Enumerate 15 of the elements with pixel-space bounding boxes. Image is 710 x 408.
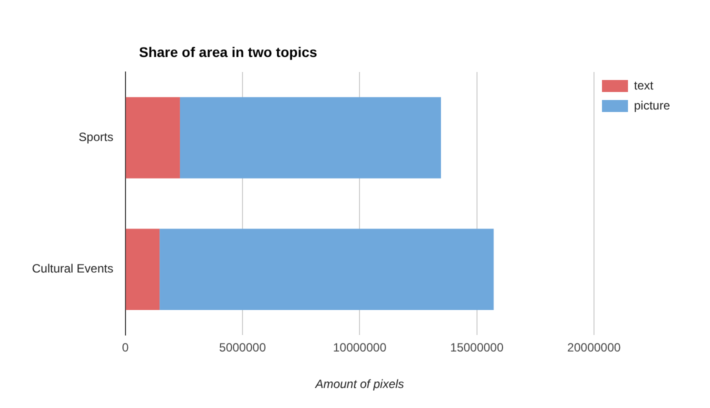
bar (126, 228, 160, 310)
x-tick-label: 5000000 (219, 340, 266, 355)
bar (180, 97, 441, 178)
x-tick-label: 15000000 (450, 340, 504, 355)
bar (126, 97, 180, 178)
x-tick-label: 10000000 (332, 340, 387, 355)
x-tick-label: 20000000 (567, 340, 622, 355)
y-tick-label: Sports (78, 130, 114, 144)
x-axis-title: Amount of pixels (314, 377, 404, 392)
legend-label: text (634, 78, 654, 92)
y-tick-label: Cultural Events (32, 262, 114, 276)
chart-title: Share of area in two topics (139, 44, 318, 60)
x-tick-label: 0 (122, 340, 130, 355)
bar (160, 228, 494, 310)
legend-label: picture (634, 98, 670, 112)
